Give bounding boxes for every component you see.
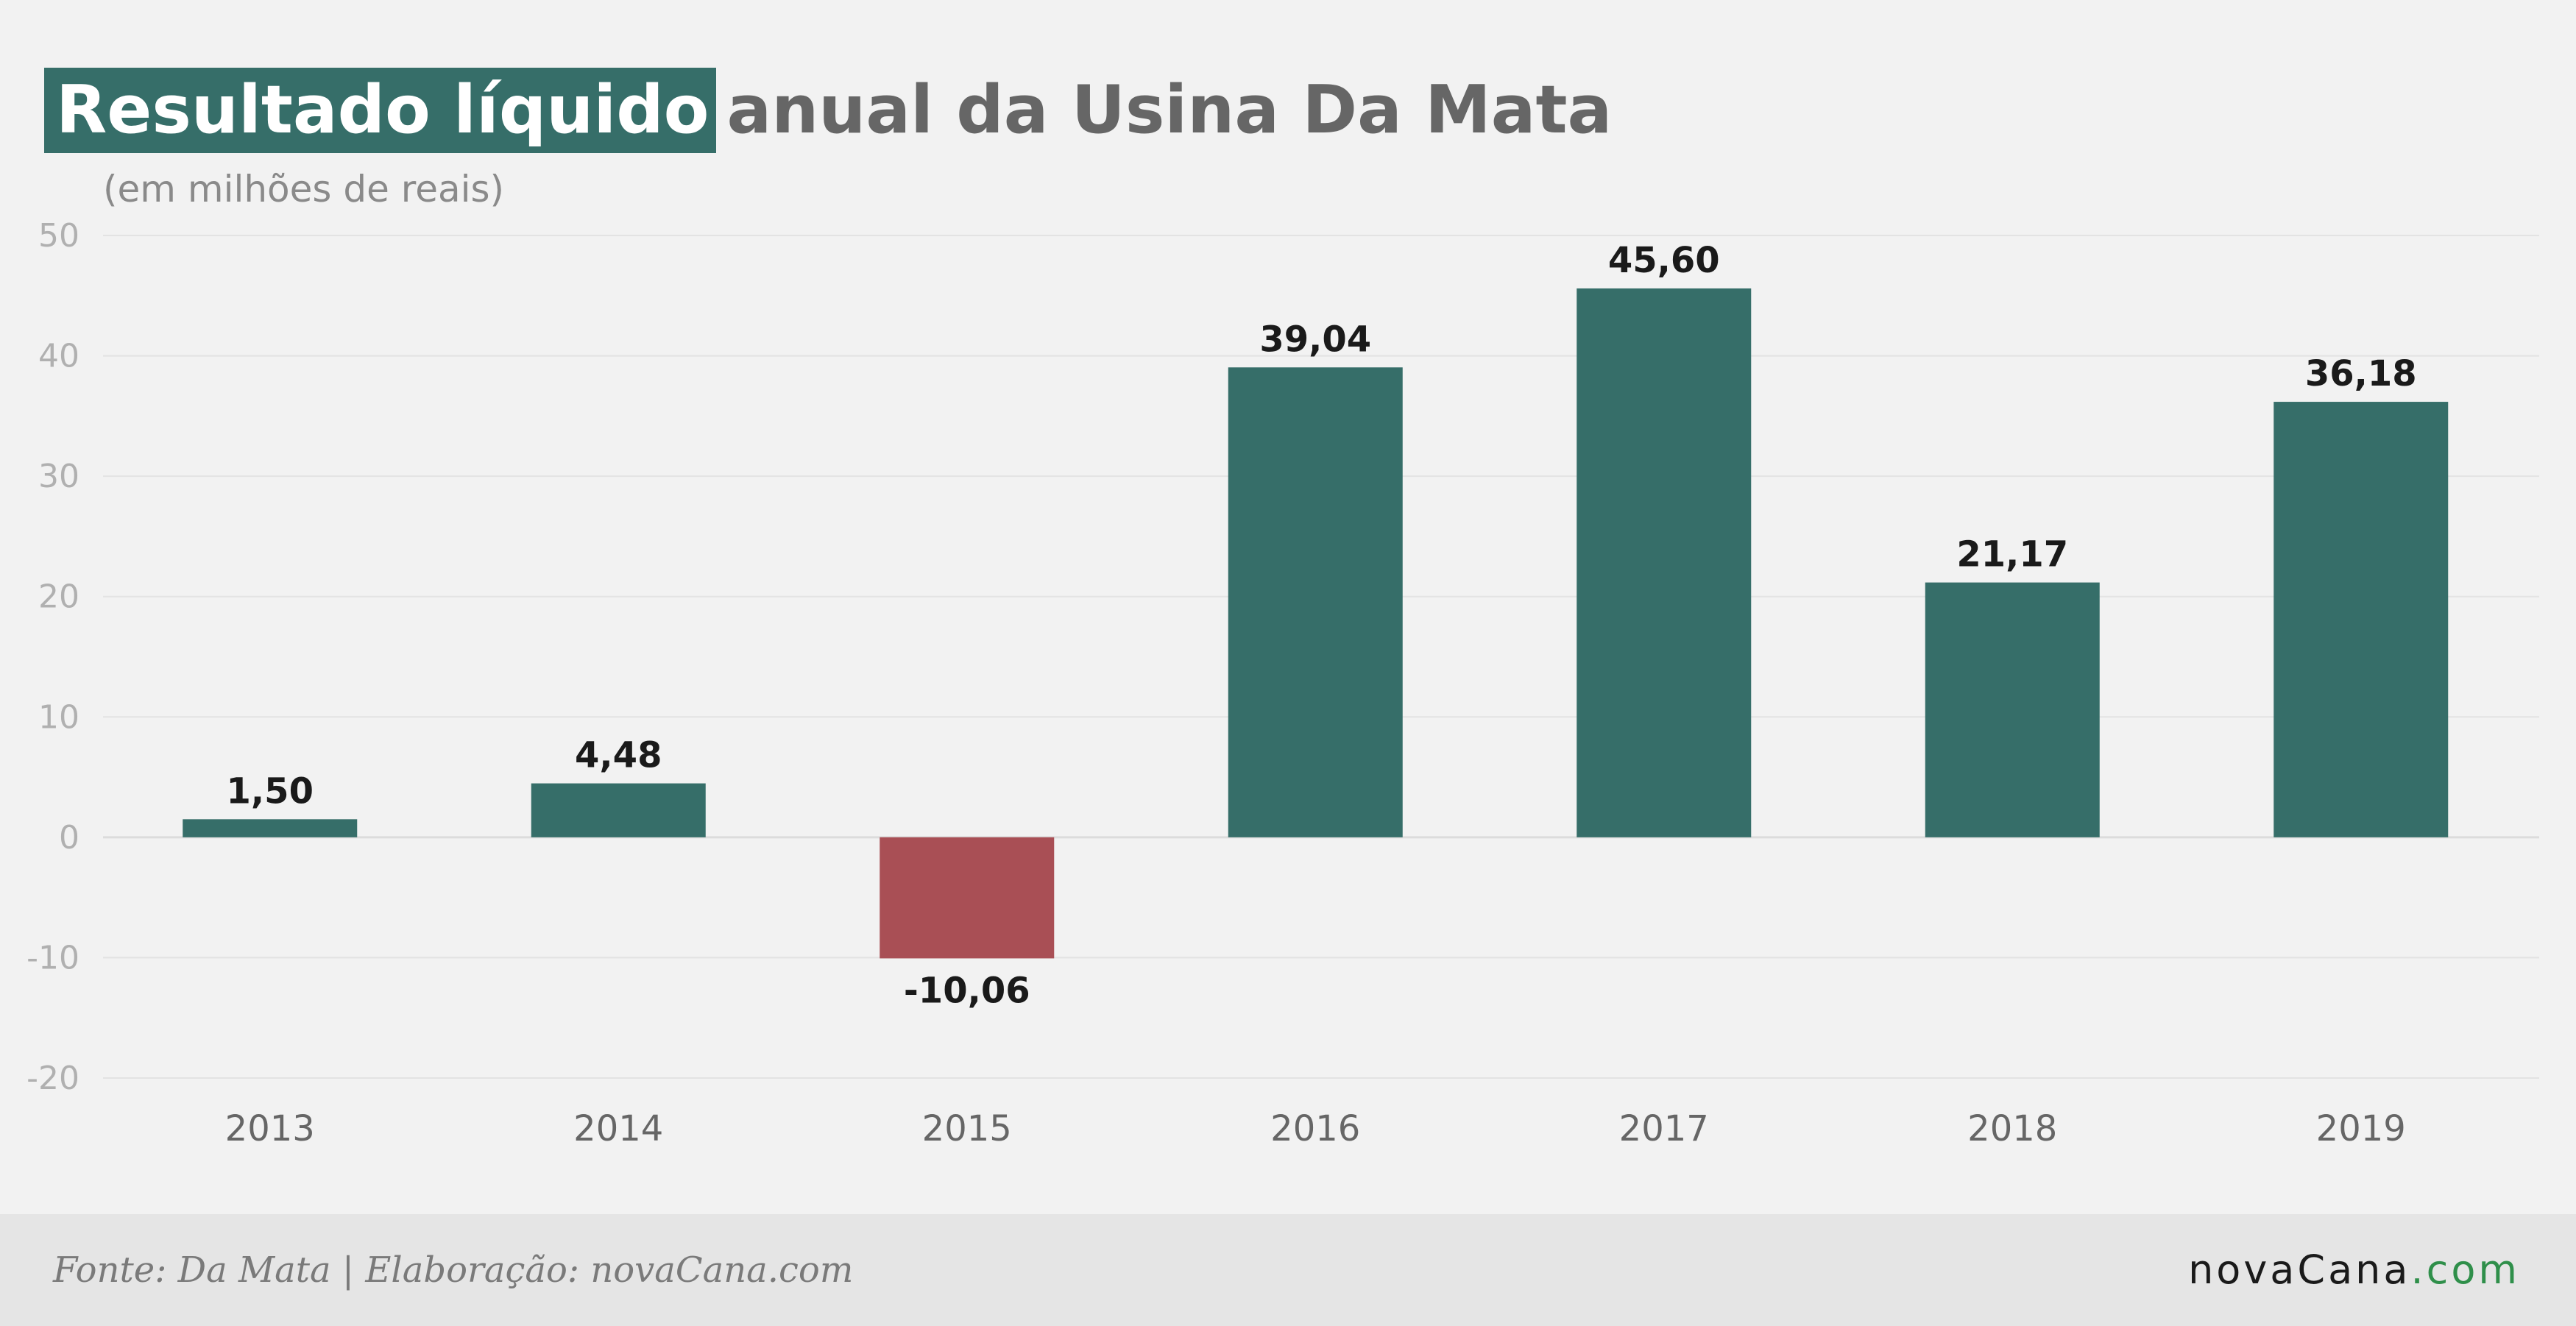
value-label: 36,18 [2305, 353, 2417, 394]
y-tick-labels: 50 40 30 20 10 0 -10 -20 [26, 217, 79, 1097]
y-tick-label: 50 [38, 217, 79, 255]
value-labels: 1,50 4,48 -10,06 39,04 45,60 21,17 36,18 [227, 240, 2417, 1011]
title-rest: anual da Usina Da Mata [726, 71, 1613, 149]
value-label: 4,48 [575, 735, 662, 776]
brand-logo: novaCana.com [2188, 1214, 2520, 1326]
value-label: 39,04 [1259, 319, 1371, 360]
value-label: 1,50 [227, 770, 314, 812]
y-tick-label: -10 [26, 939, 79, 976]
brand-name: novaCana [2188, 1247, 2411, 1293]
bar [531, 783, 706, 837]
y-tick-label: 40 [38, 338, 79, 375]
bar [1228, 367, 1403, 837]
category-labels: 2013 2014 2015 2016 2017 2018 2019 [225, 1108, 2406, 1149]
bar-chart: 50 40 30 20 10 0 -10 -20 1,50 4,48 -10,06 39,04 45,… [26, 217, 2539, 1149]
source-note: Fonte: Da Mata | Elaboração: novaCana.co… [53, 1249, 854, 1291]
category-label: 2019 [2316, 1108, 2406, 1149]
chart-subtitle: (em milhões de reais) [103, 168, 505, 210]
value-label: -10,06 [904, 970, 1030, 1011]
category-label: 2018 [1967, 1108, 2057, 1149]
bar [2274, 402, 2449, 837]
value-label: 21,17 [1956, 534, 2068, 575]
category-label: 2015 [922, 1108, 1012, 1149]
footer: Fonte: Da Mata | Elaboração: novaCana.co… [0, 1214, 2576, 1326]
y-tick-label: 20 [38, 578, 79, 616]
chart-title: Resultado líquido anual da Usina Da Mata [44, 68, 1612, 153]
y-tick-label: 30 [38, 458, 79, 495]
bars [183, 288, 2449, 959]
category-label: 2017 [1619, 1108, 1709, 1149]
category-label: 2013 [225, 1108, 315, 1149]
title-highlight: Resultado líquido [44, 68, 717, 153]
bar [1577, 288, 1752, 837]
y-tick-label: -20 [26, 1060, 79, 1097]
bar [880, 837, 1055, 959]
category-label: 2016 [1270, 1108, 1360, 1149]
bar [183, 819, 358, 837]
value-label: 45,60 [1608, 240, 1720, 281]
y-tick-label: 10 [38, 698, 79, 736]
y-tick-label: 0 [59, 819, 79, 857]
category-label: 2014 [573, 1108, 663, 1149]
bar [1925, 582, 2100, 837]
brand-suffix: .com [2410, 1247, 2520, 1293]
